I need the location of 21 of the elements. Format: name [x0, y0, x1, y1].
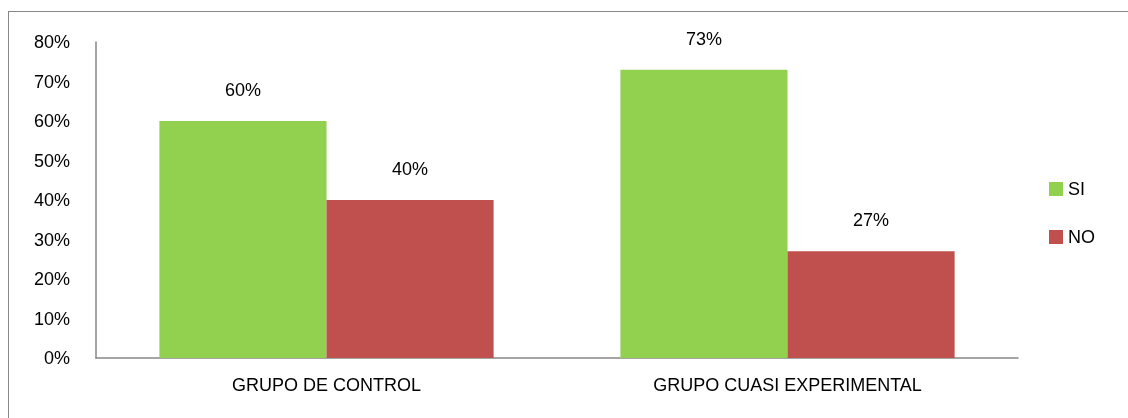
data-label: 60% [224, 80, 261, 100]
bar [159, 121, 327, 358]
legend-label: NO [1068, 227, 1095, 247]
x-tick-label: GRUPO DE CONTROL [231, 375, 422, 395]
data-label: 27% [853, 210, 890, 231]
y-tick-label: 60% [33, 111, 70, 131]
y-tick-label: 70% [33, 71, 70, 92]
bar [326, 200, 494, 358]
y-tick-label: 40% [33, 190, 70, 210]
data-label: 73% [685, 28, 722, 49]
y-tick-label: 10% [33, 308, 70, 329]
y-tick-label: 80% [33, 32, 70, 52]
bar [620, 69, 788, 358]
y-tick-label: 50% [33, 150, 70, 171]
x-tick-label: GRUPO CUASI EXPERIMENTAL [653, 375, 922, 395]
y-tick-label: 0% [43, 348, 70, 368]
bar [787, 251, 955, 358]
legend-label: SI [1068, 179, 1086, 199]
data-label: 40% [392, 159, 429, 179]
y-tick-label: 30% [33, 229, 70, 250]
y-tick-label: 20% [33, 269, 70, 289]
